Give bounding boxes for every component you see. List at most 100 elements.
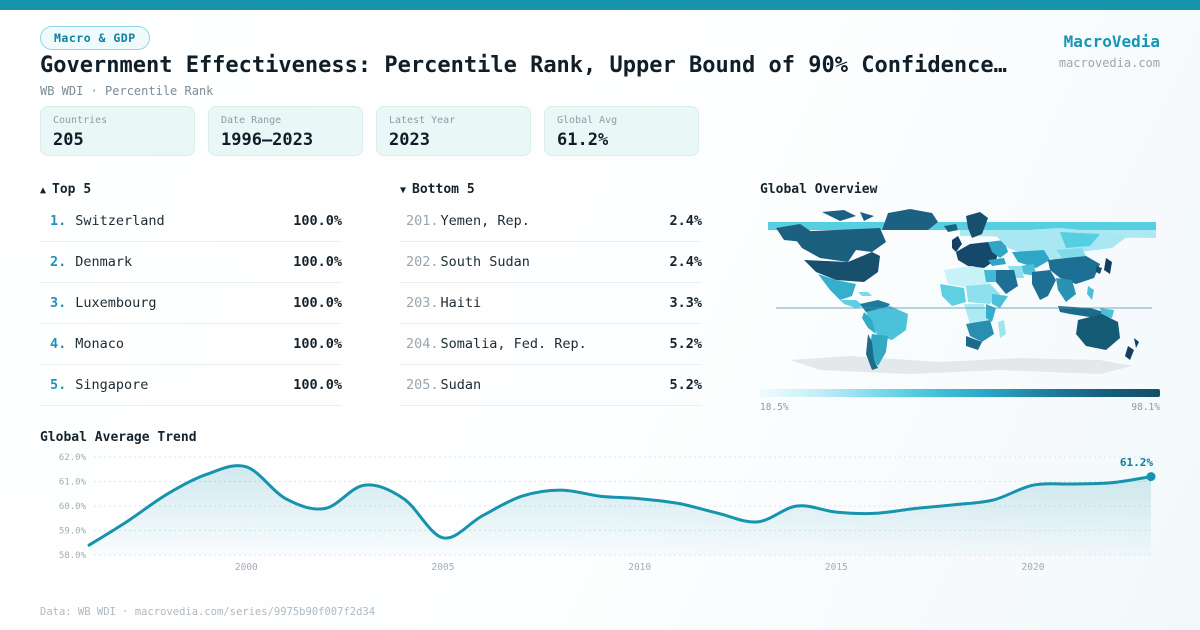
color-scale-labels: 18.5% 98.1% <box>760 402 1160 413</box>
country-value: 2.4% <box>669 213 702 229</box>
map-region-se-asia <box>1056 278 1076 302</box>
y-axis-tick-label: 62.0% <box>59 453 87 463</box>
footer-credit: Data: WB WDI · macrovedia.com/series/997… <box>40 606 376 618</box>
up-triangle-icon: ▲ <box>40 185 47 196</box>
x-axis-tick-label: 2005 <box>432 562 455 573</box>
stat-value: 2023 <box>389 130 430 150</box>
map-region-southern-africa <box>966 320 994 342</box>
rank-number: 5. <box>50 377 67 393</box>
map-region-west-africa <box>940 284 966 306</box>
category-badge: Macro & GDP <box>40 26 150 50</box>
map-region-india <box>1032 270 1056 300</box>
map-region-antarctica <box>790 356 1132 374</box>
list-item: 202. South Sudan 2.4% <box>400 242 702 283</box>
list-item: 205. Sudan 5.2% <box>400 365 702 406</box>
stat-cards-row: Countries 205 Date Range 1996—2023 Lates… <box>40 106 699 156</box>
country-value: 100.0% <box>293 377 342 393</box>
bottom5-heading-label: Bottom 5 <box>412 182 475 197</box>
rank-number: 201. <box>406 213 439 229</box>
country-name: Haiti <box>440 295 482 311</box>
bottom5-panel: ▼ Bottom 5 201. Yemen, Rep. 2.4% 202. South … <box>400 182 702 406</box>
map-region-turkey <box>988 258 1006 266</box>
map-region-usa <box>804 252 880 282</box>
map-region-congo-basin <box>964 304 988 324</box>
country-value: 5.2% <box>669 336 702 352</box>
list-item: 3. Luxembourg 100.0% <box>40 283 342 324</box>
map-region-east-africa <box>986 304 996 322</box>
map-region-madagascar <box>998 320 1006 338</box>
trend-panel: Global Average Trend 62.0% 61.0% 60.0% 59.0… <box>40 430 1160 577</box>
list-item: 204. Somalia, Fed. Rep. 5.2% <box>400 324 702 365</box>
map-region-central-america <box>840 300 864 308</box>
topbar-accent-stripe <box>0 0 1200 10</box>
map-region-canada-arctic-islands <box>822 210 874 221</box>
map-region-indonesia <box>1058 306 1104 318</box>
map-region-scandinavia <box>966 212 988 238</box>
stat-card-global-avg: Global Avg 61.2% <box>544 106 699 156</box>
stat-card-countries: Countries 205 <box>40 106 195 156</box>
rank-number: 3. <box>50 295 67 311</box>
map-region-japan <box>1104 258 1112 274</box>
map-region-sahel <box>966 284 1000 304</box>
map-region-caribbean <box>858 292 872 296</box>
bottom5-heading: ▼ Bottom 5 <box>400 182 702 197</box>
country-name: Yemen, Rep. <box>440 213 530 229</box>
stat-card-date-range: Date Range 1996—2023 <box>208 106 363 156</box>
list-item: 1. Switzerland 100.0% <box>40 201 342 242</box>
brand-domain: macrovedia.com <box>1058 56 1160 70</box>
country-value: 100.0% <box>293 254 342 270</box>
stat-label: Global Avg <box>557 115 618 126</box>
bottom5-list: 201. Yemen, Rep. 2.4% 202. South Sudan 2.4% … <box>400 201 702 406</box>
trend-area-fill <box>89 465 1151 555</box>
list-item: 4. Monaco 100.0% <box>40 324 342 365</box>
down-triangle-icon: ▼ <box>400 185 407 196</box>
country-value: 100.0% <box>293 336 342 352</box>
map-panel: Global Overview 18.5% 98.1% <box>760 182 1160 413</box>
brand-block: MacroVedia macrovedia.com <box>1059 32 1160 70</box>
stat-card-latest-year: Latest Year 2023 <box>376 106 531 156</box>
map-region-china <box>1048 256 1100 284</box>
map-region-north-africa <box>944 266 990 288</box>
stat-label: Latest Year <box>389 115 456 126</box>
map-region-arabia <box>996 270 1018 294</box>
rank-number: 205. <box>406 377 439 393</box>
map-region-horn-of-africa <box>992 294 1008 308</box>
scale-min-label: 18.5% <box>760 402 789 413</box>
country-name: Somalia, Fed. Rep. <box>440 336 587 352</box>
top5-heading-label: Top 5 <box>52 182 92 197</box>
y-axis-tick-label: 61.0% <box>59 478 87 488</box>
map-region-chile <box>866 334 878 370</box>
map-region-egypt <box>984 270 996 282</box>
top5-panel: ▲ Top 5 1. Switzerland 100.0% 2. Denmark 100.… <box>40 182 342 406</box>
map-region-philippines <box>1087 286 1094 300</box>
x-axis-tick-label: 2015 <box>825 562 848 573</box>
list-item: 2. Denmark 100.0% <box>40 242 342 283</box>
trend-chart-svg: 62.0% 61.0% 60.0% 59.0% 58.0% 2000 2005 2010 201… <box>59 453 1156 573</box>
trend-heading: Global Average Trend <box>40 430 197 445</box>
brand-name: MacroVedia <box>1063 32 1160 51</box>
y-axis-tick-label: 59.0% <box>59 527 87 537</box>
stat-label: Date Range <box>221 115 282 126</box>
map-region-peru <box>862 312 876 334</box>
x-axis-tick-label: 2000 <box>235 562 258 573</box>
map-region-iceland <box>944 224 958 232</box>
map-region-eastern-europe <box>988 240 1008 258</box>
stat-value: 205 <box>53 130 84 150</box>
top5-list: 1. Switzerland 100.0% 2. Denmark 100.0% 3. Lu… <box>40 201 342 406</box>
country-value: 100.0% <box>293 295 342 311</box>
map-region-australia <box>1076 314 1120 350</box>
map-region-brazil <box>866 306 908 340</box>
top5-heading: ▲ Top 5 <box>40 182 342 197</box>
stat-label: Countries <box>53 115 108 126</box>
rank-number: 204. <box>406 336 439 352</box>
country-name: Denmark <box>75 254 133 270</box>
map-region-new-zealand <box>1125 338 1139 360</box>
country-name: Sudan <box>440 377 482 393</box>
y-axis-tick-label: 58.0% <box>59 551 87 561</box>
list-item: 201. Yemen, Rep. 2.4% <box>400 201 702 242</box>
y-axis-tick-label: 60.0% <box>59 502 87 512</box>
stat-value: 1996—2023 <box>221 130 314 150</box>
scale-max-label: 98.1% <box>1131 402 1160 413</box>
map-region-kazakhstan <box>1012 250 1050 268</box>
page-title: Government Effectiveness: Percentile Ran… <box>40 53 1007 78</box>
